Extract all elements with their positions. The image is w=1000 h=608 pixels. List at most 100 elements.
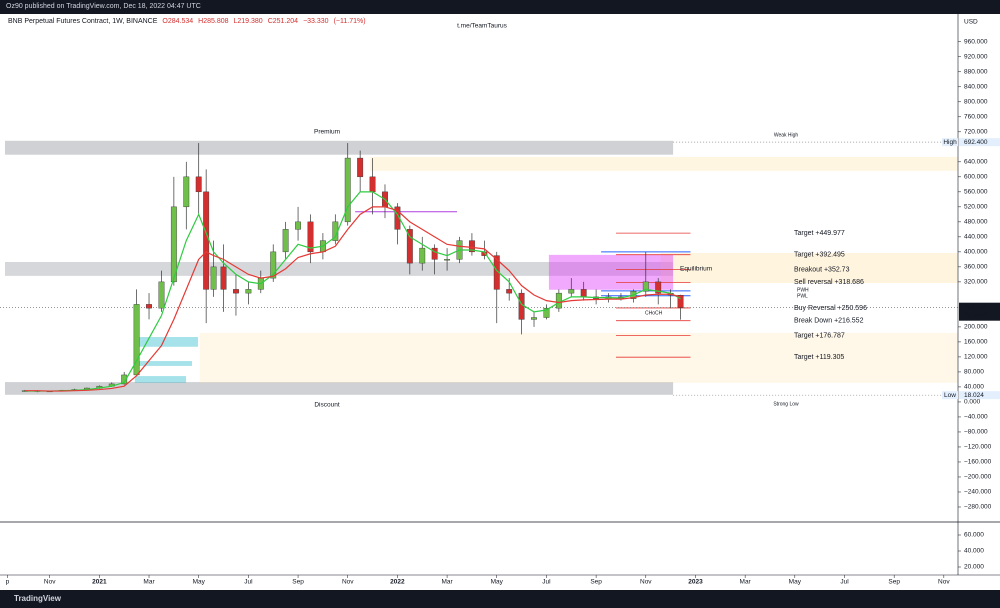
low-price-label: 18.024 — [964, 392, 984, 399]
level-label: Target +449.977 — [794, 230, 845, 237]
zone — [134, 337, 198, 347]
y-tick-label: 400.000 — [964, 249, 988, 256]
annotation: Strong Low — [773, 401, 799, 407]
zone — [660, 252, 958, 284]
y-tick-label: 60.000 — [964, 532, 984, 539]
x-tick-label: 2022 — [390, 579, 405, 586]
x-tick-label: 2023 — [688, 579, 703, 586]
footer[interactable]: TradingView — [0, 590, 1000, 608]
candle-body — [419, 247, 426, 264]
x-tick-label: Nov — [938, 579, 950, 586]
y-tick-label: 40.000 — [964, 548, 984, 555]
candle-body — [245, 289, 252, 294]
x-tick-label: Nov — [342, 579, 354, 586]
ohlc-value: −33.330 — [303, 18, 329, 25]
annotation: PWH — [797, 287, 809, 293]
candle-body — [220, 266, 227, 290]
y-tick-label: −200.000 — [964, 474, 992, 481]
x-tick-label: May — [491, 579, 504, 586]
y-tick-label: −120.000 — [964, 444, 992, 451]
ohlc-value: O284.534 — [162, 18, 194, 25]
y-tick-label: 880.000 — [964, 68, 988, 75]
y-tick-label: 960.000 — [964, 38, 988, 45]
low-tag-label: Low — [944, 392, 956, 399]
x-tick-label: Sep — [590, 579, 602, 586]
annotation: Equilibrium — [680, 266, 712, 273]
level-label: Target +176.787 — [794, 332, 845, 339]
high-tag-label: High — [943, 139, 957, 146]
y-tick-label: 80.000 — [964, 369, 984, 376]
candle-body — [344, 157, 351, 223]
y-tick-label: 520.000 — [964, 204, 988, 211]
candle-body — [677, 294, 684, 308]
symbol-title: BNB Perpetual Futures Contract, 1W, BINA… — [8, 18, 158, 25]
candle-body — [406, 229, 413, 264]
annotation: PWL — [797, 293, 808, 299]
candle-body — [518, 292, 525, 320]
y-tick-label: 40.000 — [964, 384, 984, 391]
annotation: Weak High — [774, 132, 799, 138]
candle-body — [233, 289, 239, 294]
y-tick-label: 800.000 — [964, 99, 988, 106]
y-tick-label: 360.000 — [964, 264, 988, 271]
low-price-tag — [959, 391, 1000, 400]
y-tick-label: 600.000 — [964, 174, 988, 181]
y-tick-label: 440.000 — [964, 234, 988, 241]
zone — [199, 332, 958, 383]
symbol-legend: BNB Perpetual Futures Contract, 1W, BINA… — [8, 18, 366, 25]
candle-body — [270, 251, 277, 279]
y-tick-label: 20.000 — [964, 564, 984, 571]
level-label: Buy Reversal +250.596 — [794, 305, 867, 312]
candle-body — [555, 292, 562, 309]
candle-body — [655, 281, 662, 294]
candle-body — [295, 221, 301, 230]
level-label: Break Down +216.552 — [794, 318, 864, 325]
watermark: t.me/TeamTaurus — [457, 23, 508, 30]
y-tick-label: −240.000 — [964, 489, 992, 496]
y-tick-label: 920.000 — [964, 53, 988, 60]
countdown: 19:12:41 — [964, 312, 990, 319]
candle-body — [203, 191, 210, 290]
x-tick-label: Jul — [840, 579, 849, 586]
publisher: Oz90 published on TradingView.com, Dec 1… — [6, 3, 201, 10]
y-tick-label: −80.000 — [964, 429, 988, 436]
x-tick-label: Jul — [244, 579, 253, 586]
ma-line — [24, 206, 681, 392]
x-tick-label: Sep — [888, 579, 900, 586]
y-tick-label: −40.000 — [964, 414, 988, 421]
y-tick-label: 560.000 — [964, 189, 988, 196]
candle-body — [444, 259, 451, 261]
y-tick-label: −160.000 — [964, 459, 992, 466]
publisher-bar: Oz90 published on TradingView.com, Dec 1… — [0, 0, 1000, 14]
y-tick-label: −280.000 — [964, 504, 992, 511]
candle-body — [580, 289, 587, 298]
y-tick-label: 320.000 — [964, 279, 988, 286]
candle-body — [158, 281, 165, 309]
candle-body — [210, 266, 217, 290]
candle-body — [146, 304, 152, 309]
ohlc-value: C251.204 — [267, 18, 299, 25]
x-tick-label: Nov — [640, 579, 652, 586]
zone — [548, 254, 674, 290]
x-tick-label: May — [789, 579, 802, 586]
annotation: CHoCH — [645, 310, 663, 316]
high-tag — [942, 138, 958, 147]
level-label: Breakout +352.73 — [794, 266, 850, 273]
candle-body — [431, 247, 438, 260]
x-tick-label: Mar — [740, 579, 752, 586]
low-tag — [942, 391, 958, 400]
price-tag — [959, 302, 1000, 321]
candle-body — [543, 307, 550, 318]
x-tick-label: Mar — [143, 579, 155, 586]
candle-body — [170, 206, 177, 283]
x-tick-label: p — [6, 579, 10, 586]
candle-body — [531, 317, 537, 320]
candle-body — [357, 157, 364, 178]
candle-body — [282, 229, 289, 253]
y-tick-label: 640.000 — [964, 159, 988, 166]
y-tick-label: 840.000 — [964, 84, 988, 91]
y-tick-label: 0.000 — [964, 399, 981, 406]
y-tick-label: 120.000 — [964, 354, 988, 361]
zone — [4, 140, 674, 155]
